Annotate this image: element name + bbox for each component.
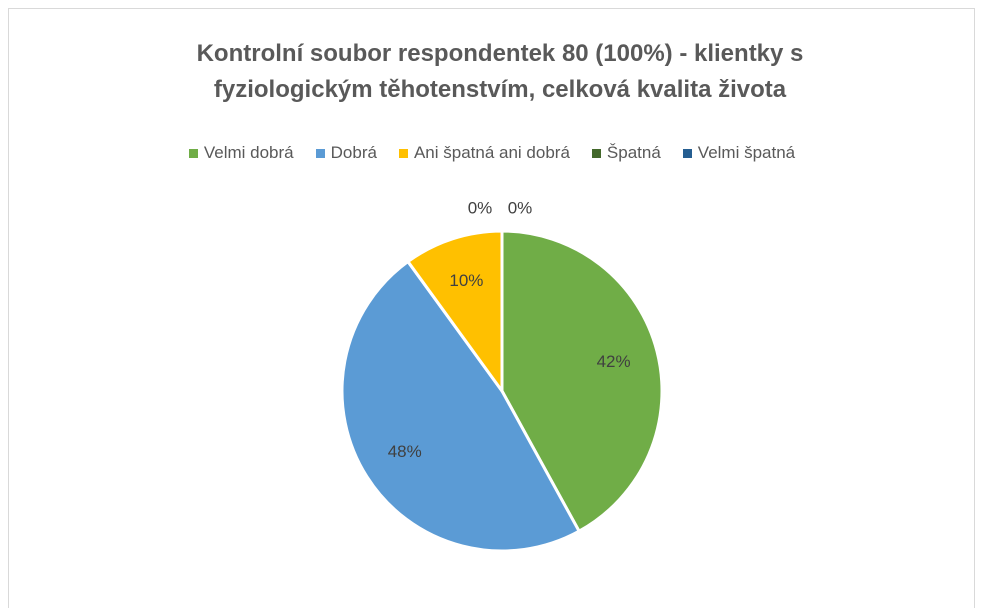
legend-item: Ani špatná ani dobrá [398,143,570,163]
legend-swatch [682,148,692,158]
legend-item: Velmi špatná [682,143,796,163]
legend-item: Velmi dobrá [188,143,294,163]
legend-label: Ani špatná ani dobrá [413,143,570,162]
chart-frame [8,8,975,608]
legend-label: Velmi špatná [697,143,796,162]
legend-swatch [315,148,325,158]
legend-item: Dobrá [315,143,377,163]
legend-label: Velmi dobrá [203,143,294,162]
legend-item: Špatná [591,143,661,163]
data-label: 42% [597,352,631,371]
data-label: 48% [388,442,422,461]
pie-slice [405,229,504,396]
chart-title: Kontrolní soubor respondentek 80 (100%) … [196,40,804,103]
legend-swatch [398,148,408,158]
legend-label: Špatná [606,143,661,162]
legend-label: Dobrá [330,143,377,162]
legend: Velmi dobrá Dobrá Ani špatná ani dobrá Špat… [0,143,984,163]
data-label: 0% [508,198,533,217]
legend-swatch [591,148,601,158]
legend-swatch [188,148,198,158]
data-label: 10% [449,271,483,290]
data-label: 0% [468,198,493,217]
pie-slice [340,259,582,553]
pie-slice [500,229,664,534]
